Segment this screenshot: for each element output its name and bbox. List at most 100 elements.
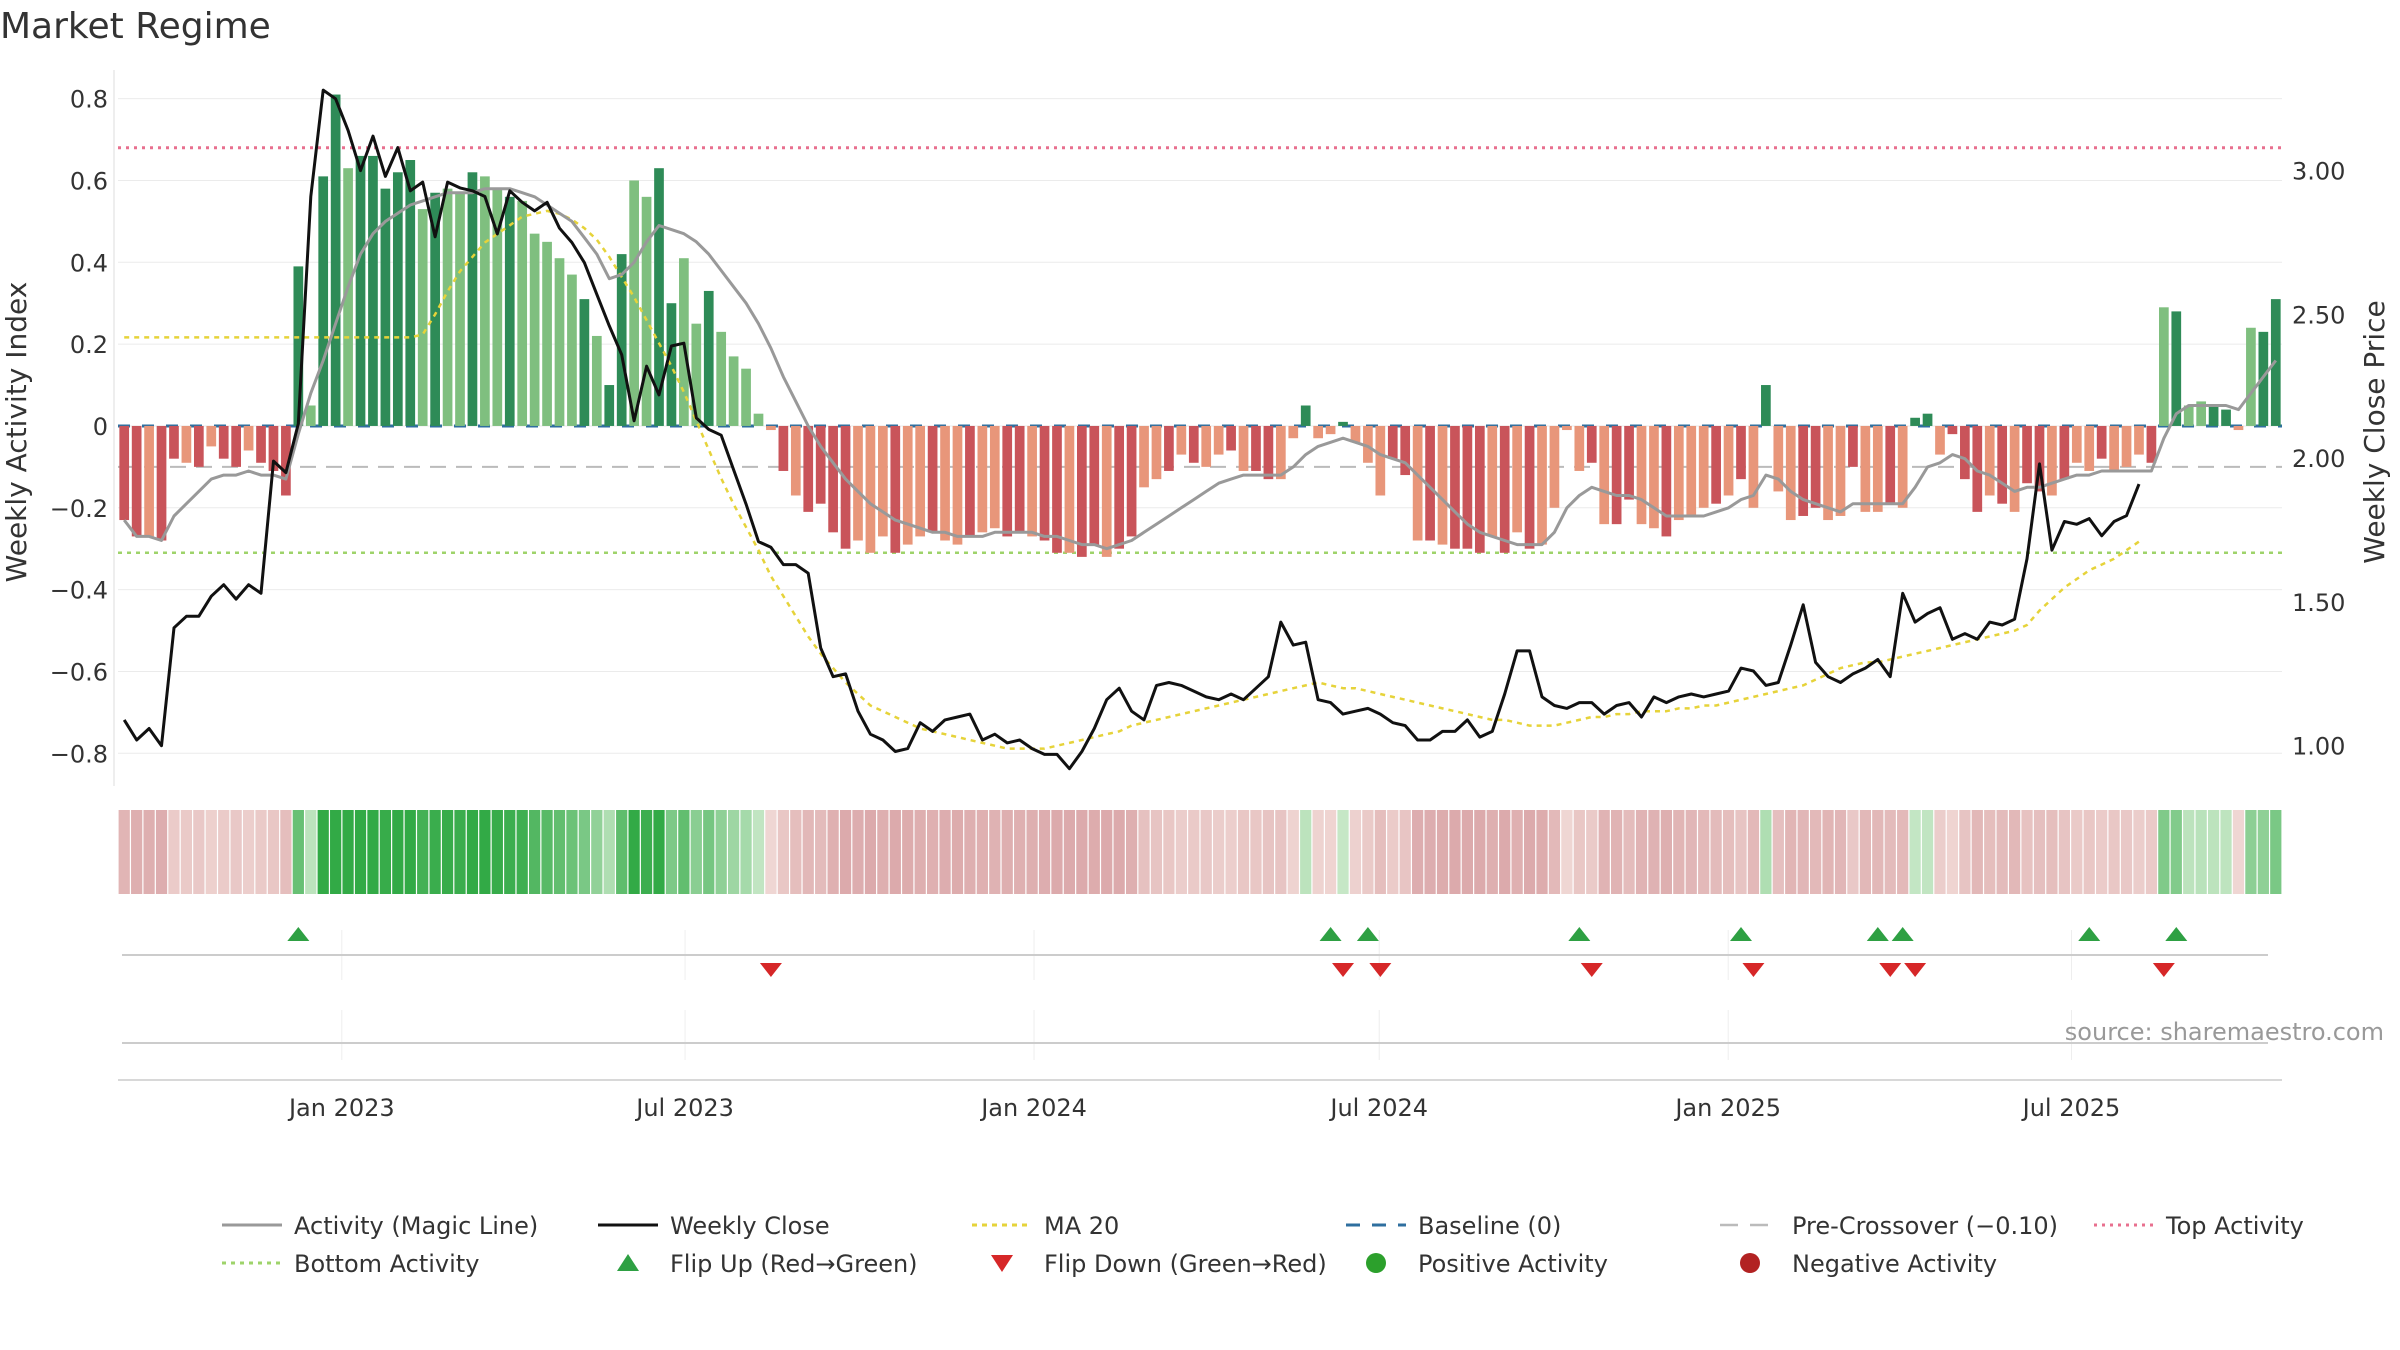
y-tick-label: −0.2	[50, 495, 108, 523]
regime-strip-cell	[1747, 810, 1760, 894]
regime-strip-cell	[342, 810, 354, 894]
activity-bar	[480, 176, 490, 426]
legend-label: Activity (Magic Line)	[294, 1212, 538, 1240]
y-tick-label: 0.4	[70, 249, 108, 277]
activity-bar	[927, 425, 938, 533]
regime-strip-cell	[1810, 810, 1822, 894]
regime-strip-cell	[1237, 810, 1250, 894]
activity-bar	[691, 323, 702, 426]
activity-bar	[1835, 425, 1846, 516]
legend-item: Bottom Activity	[222, 1250, 479, 1278]
activity-bar	[790, 425, 801, 496]
regime-strip-cell	[1872, 810, 1884, 894]
regime-strip-cell	[1511, 810, 1523, 894]
activity-bars	[119, 94, 2281, 557]
regime-strip-cell	[504, 810, 516, 894]
regime-strip-cell	[2183, 810, 2195, 894]
activity-bar	[803, 425, 814, 512]
activity-bar	[2009, 425, 2020, 512]
activity-bar	[442, 188, 453, 426]
activity-bar	[666, 303, 677, 426]
legend-item: Activity (Magic Line)	[222, 1212, 538, 1240]
activity-bar	[1960, 425, 1970, 480]
activity-bar	[517, 200, 528, 426]
activity-bar	[2171, 311, 2182, 426]
y-right-tick-label: 3.00	[2292, 158, 2345, 186]
regime-strip-cell	[1026, 810, 1038, 894]
activity-bar	[318, 176, 329, 426]
regime-strip-cell	[2033, 810, 2046, 894]
activity-bar	[281, 425, 291, 496]
regime-strip-cell	[1374, 810, 1386, 894]
legend-item: Weekly Close	[598, 1212, 830, 1240]
activity-bar	[977, 425, 988, 533]
regime-strip-cell	[230, 810, 242, 894]
chart-title: Market Regime	[0, 6, 271, 47]
regime-strip-cell	[2195, 810, 2207, 894]
regime-strip-cell	[1946, 810, 1959, 894]
x-tick-label: Jul 2025	[2021, 1094, 2121, 1122]
legend-label: Flip Up (Red→Green)	[670, 1250, 918, 1278]
regime-strip-cell	[354, 810, 367, 894]
ma-20-line	[124, 209, 2140, 750]
activity-bar	[1039, 425, 1050, 541]
activity-bar	[1524, 425, 1535, 549]
activity-bar	[2183, 405, 2194, 426]
legend-item: Flip Down (Green→Red)	[991, 1250, 1327, 1278]
regime-strip-cell	[1101, 810, 1113, 894]
activity-bar	[1188, 425, 1199, 463]
regime-strip-cell	[777, 810, 789, 894]
activity-bar	[2146, 425, 2157, 463]
activity-bar	[1512, 425, 1522, 533]
activity-bar	[1363, 425, 1373, 463]
x-tick-label: Jan 2024	[979, 1094, 1087, 1122]
activity-bar	[641, 196, 652, 426]
regime-strip-cell	[2108, 810, 2120, 894]
activity-bar	[1474, 425, 1485, 553]
activity-bar	[1736, 425, 1746, 480]
regime-strip-cell	[1349, 810, 1362, 894]
activity-bar	[1698, 425, 1709, 508]
regime-strip-cell	[839, 810, 852, 894]
regime-strip-cell	[317, 810, 329, 894]
regime-strip-cell	[1200, 810, 1212, 894]
activity-bar	[293, 266, 304, 426]
regime-strip-cell	[2220, 810, 2232, 894]
regime-strip-cell	[441, 810, 454, 894]
activity-bar	[1338, 421, 1348, 426]
regime-strip-cell	[616, 810, 628, 894]
regime-strip-cell	[1921, 810, 1934, 894]
activity-bar	[1611, 425, 1622, 525]
regime-strip-cell	[1996, 810, 2008, 894]
regime-strip-cell	[2096, 810, 2108, 894]
activity-bar	[1126, 425, 1137, 537]
activity-bar	[1425, 425, 1435, 541]
activity-bar	[156, 425, 167, 541]
legend-swatch	[617, 1254, 639, 1271]
regime-strip-cell	[205, 810, 217, 894]
regime-strip-cell	[1014, 810, 1026, 894]
regime-strip-cell	[1300, 810, 1312, 894]
regime-strip-cell	[1213, 810, 1225, 894]
regime-strip-cell	[118, 810, 130, 894]
regime-strip-cell	[2133, 810, 2145, 894]
regime-strip-cell	[1113, 810, 1125, 894]
regime-strip-cell	[939, 810, 951, 894]
legend-swatch	[1740, 1253, 1760, 1273]
activity-bar	[591, 335, 602, 426]
legend-item: Negative Activity	[1740, 1250, 1997, 1278]
regime-strip-cell	[2207, 810, 2220, 894]
activity-bar	[952, 425, 963, 545]
legend-item: Baseline (0)	[1346, 1212, 1561, 1240]
regime-strip-cell	[1722, 810, 1735, 894]
activity-bar	[504, 196, 515, 426]
activity-bar	[1275, 425, 1286, 480]
axes: 0.8 0.6 0.4 0.2 0 −0.4 −0.6 −0.8 −0.2 3.00 2.50 2.0…	[0, 70, 2391, 1122]
regime-strip-cell	[1859, 810, 1871, 894]
regime-strip-cell	[752, 810, 765, 894]
activity-bar	[753, 413, 764, 426]
activity-bar	[131, 425, 142, 537]
activity-bar	[492, 188, 503, 426]
activity-bar	[554, 258, 565, 426]
regime-strip-cell	[926, 810, 939, 894]
